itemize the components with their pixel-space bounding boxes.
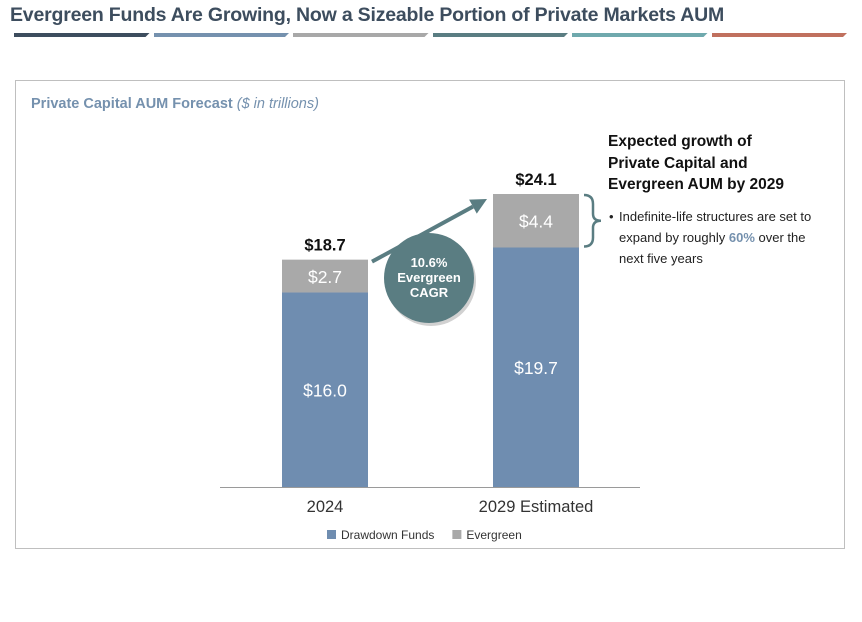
bullet-dot: • [609, 209, 614, 224]
bar-total-label: $18.7 [304, 237, 345, 255]
annotation-line-1: Expected growth of [608, 133, 752, 150]
bar-value-label: $19.7 [514, 358, 558, 378]
bar-value-label: $4.4 [519, 212, 553, 232]
panel-title-text: Private Capital AUM Forecast [31, 96, 233, 112]
title-rule-segment [154, 33, 290, 37]
bar-drawdown [493, 247, 579, 487]
bar-evergreen [282, 259, 368, 293]
legend-label: Drawdown Funds [341, 528, 434, 542]
cagr-badge-text: Evergreen [397, 270, 461, 285]
title-rule-segment [433, 33, 569, 37]
bullet-text: Indefinite-life structures are set to ex… [619, 209, 812, 245]
bar-total-label: $24.1 [515, 171, 556, 189]
bullet-text-end: over the next five years [619, 230, 806, 266]
cagr-badge-text: CAGR [410, 285, 449, 300]
x-tick-label: 2029 Estimated [479, 498, 594, 516]
title-rule-segment [572, 33, 708, 37]
annotation-bullet: • Indefinite-life structures are set to … [608, 206, 823, 269]
bar-value-label: $16.0 [303, 381, 347, 401]
bullet-highlight: 60% [728, 230, 755, 245]
legend-label: Evergreen [466, 528, 521, 542]
growth-bracket [583, 193, 602, 248]
title-rule-segment [14, 33, 150, 37]
chart-panel: Private Capital AUM Forecast ($ in trill… [15, 80, 845, 549]
annotation-line-2: Private Capital and [608, 154, 748, 172]
title-rule-segment [712, 33, 848, 37]
growth-arrow-head [469, 199, 487, 214]
annotation-line-3: Evergreen AUM by 2029 [608, 176, 785, 193]
cagr-badge-text: 10.6% [411, 255, 448, 270]
growth-annotation: Expected growth of Private Capital and E… [608, 131, 818, 196]
title-rule-segment [293, 33, 429, 37]
bar-evergreen [493, 194, 579, 248]
bar-value-label: $2.7 [308, 267, 342, 287]
bar-drawdown [282, 292, 368, 487]
x-tick-label: 2024 [307, 498, 344, 516]
panel-title: Private Capital AUM Forecast ($ in trill… [31, 96, 319, 112]
legend-swatch-drawdown [327, 530, 336, 539]
legend-swatch-evergreen [452, 530, 462, 539]
cagr-badge [384, 233, 474, 323]
page-title: Evergreen Funds Are Growing, Now a Sizea… [10, 4, 725, 26]
panel-subtitle: ($ in trillions) [236, 96, 319, 112]
